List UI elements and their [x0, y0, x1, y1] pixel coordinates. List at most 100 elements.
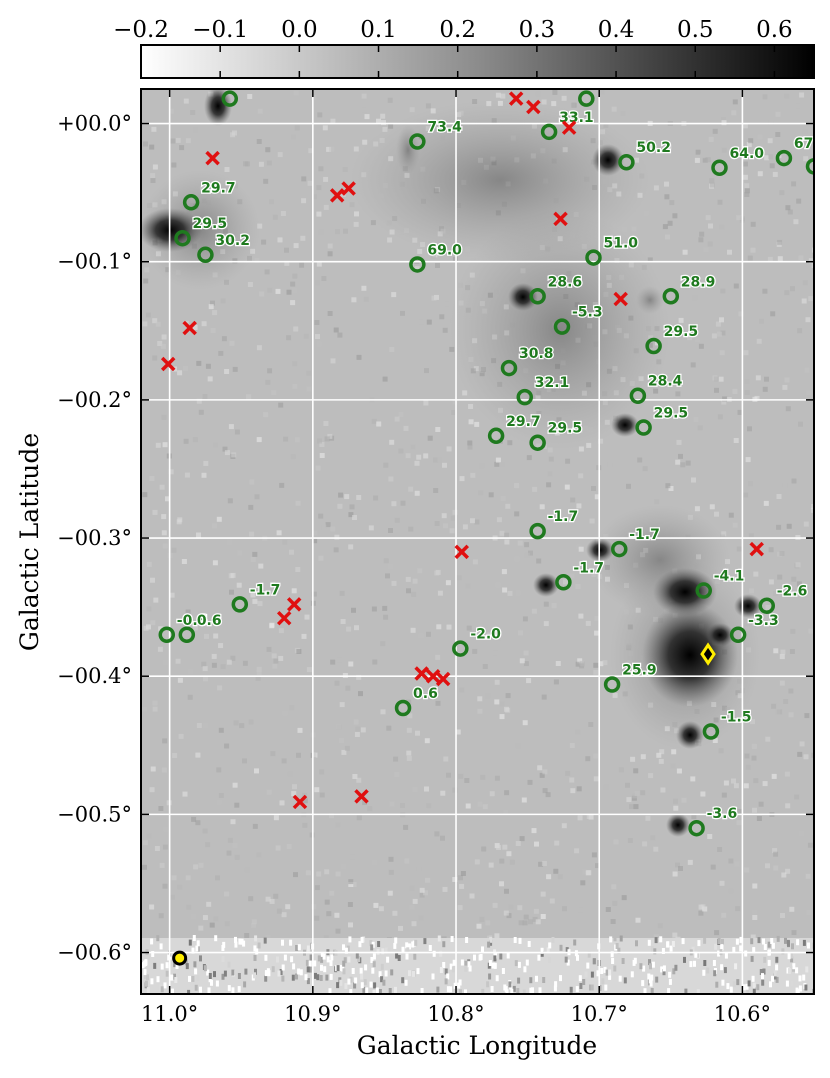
- velocity-circle-marker: [618, 153, 635, 171]
- velocity-label: 21.5: [240, 77, 275, 93]
- velocity-label: 33.1: [559, 110, 594, 126]
- colorbar-tick-label: 0.3: [519, 17, 556, 43]
- velocity-label: 28.4: [648, 374, 683, 390]
- velocity-label: 67.0: [794, 136, 829, 152]
- velocity-circle-marker: [487, 427, 505, 445]
- velocity-label: -2.6: [777, 584, 808, 600]
- velocity-circle-marker: [553, 318, 571, 335]
- velocity-circle-marker: [178, 626, 196, 644]
- cross-marker: [205, 150, 220, 166]
- cross-marker: [613, 291, 628, 307]
- velocity-circle-marker: [688, 819, 705, 837]
- cross-marker: [414, 666, 429, 681]
- velocity-circle-marker: [611, 540, 628, 558]
- colorbar-tick-label: 0.6: [756, 17, 793, 43]
- velocity-label: 73.4: [427, 120, 462, 136]
- velocity-label: -4.1: [714, 569, 745, 585]
- sky-image: 21.533.137.673.450.2 64.067.029.729.530.2…: [141, 77, 829, 994]
- cross-marker: [749, 541, 764, 557]
- cross-marker: [276, 610, 292, 626]
- velocity-label: 29.5: [654, 406, 689, 422]
- colorbar-tick-label: 0.4: [598, 17, 635, 43]
- velocity-circle-marker: [500, 359, 518, 377]
- cross-marker: [292, 794, 308, 810]
- x-tick-label: 10.6°: [714, 1002, 771, 1026]
- velocity-circle-marker: [182, 194, 200, 211]
- cross-marker: [354, 789, 369, 804]
- x-tick-label: 10.8°: [427, 1002, 484, 1026]
- velocity-circle-marker: [662, 288, 680, 305]
- y-tick-label: −00.2°: [57, 388, 132, 412]
- velocity-label: -1.7: [548, 509, 579, 525]
- cross-marker: [329, 188, 345, 203]
- velocity-label: 37.6: [596, 77, 631, 93]
- cross-marker: [341, 181, 356, 196]
- velocity-circle-marker: [635, 419, 652, 436]
- colorbar: −0.2 −0.1 0.0 0.1 0.2 0.3 0.4 0.5 0.6: [113, 17, 815, 79]
- y-axis-label: Galactic Latitude: [15, 433, 44, 651]
- colorbar-gradient: [140, 44, 815, 79]
- y-tick-label: −00.4°: [57, 664, 132, 688]
- velocity-label: 0.6: [197, 613, 222, 629]
- velocity-label: 28.6: [548, 274, 583, 290]
- velocity-circle-marker: [409, 133, 426, 150]
- velocity-label: -1.5: [721, 709, 752, 725]
- velocity-circle-marker: [585, 249, 602, 266]
- noisy-bottom-edge: [141, 938, 814, 994]
- y-tick-label: −00.5°: [57, 802, 132, 826]
- cross-marker: [454, 544, 469, 560]
- velocity-circle-marker: [702, 723, 720, 740]
- cross-marker: [182, 320, 197, 336]
- velocity-circle-marker: [409, 256, 426, 273]
- velocity-circle-marker: [174, 229, 191, 247]
- colorbar-tick-label: 0.2: [439, 17, 476, 43]
- velocity-circle-marker: [529, 434, 546, 451]
- velocity-label: 29.5: [193, 216, 228, 232]
- y-tick-label: +00.0°: [57, 112, 132, 136]
- velocity-circle-marker: [197, 246, 214, 264]
- x-axis-label: Galactic Longitude: [357, 1031, 597, 1060]
- velocity-label: -2.0: [470, 627, 501, 643]
- velocity-circle-marker: [695, 582, 712, 599]
- y-tick-label: −00.3°: [57, 526, 132, 550]
- velocity-label: 69.0: [427, 242, 462, 258]
- axis-ticks: [141, 89, 814, 994]
- velocity-label: -1.7: [573, 560, 604, 576]
- velocity-circle-marker: [711, 159, 728, 177]
- x-tick-label: 10.7°: [571, 1002, 628, 1026]
- colorbar-ticks: [140, 45, 776, 78]
- cross-marker: [508, 91, 524, 106]
- velocity-label: 0.6: [413, 686, 438, 702]
- velocity-label: 29.5: [664, 324, 699, 340]
- velocity-circle-marker: [529, 522, 546, 540]
- colorbar-tick-label: 0.1: [360, 17, 397, 43]
- colorbar-tick-labels: −0.2 −0.1 0.0 0.1 0.2 0.3 0.4 0.5 0.6: [113, 17, 793, 43]
- cross-marker: [553, 211, 568, 227]
- velocity-label: 28.9: [681, 274, 716, 290]
- velocity-label: 25.9: [622, 663, 657, 679]
- velocity-label: -1.7: [250, 582, 281, 598]
- velocity-label: 29.7: [506, 414, 541, 430]
- y-tick-label: −00.6°: [57, 941, 132, 965]
- velocity-label: 29.5: [548, 421, 583, 437]
- x-tick-label: 11.0°: [141, 1002, 198, 1026]
- velocity-label: 30.2: [215, 233, 250, 249]
- beam-marker: [172, 950, 188, 966]
- velocity-label: -3.3: [748, 613, 779, 629]
- velocity-circle-marker: [645, 337, 662, 355]
- velocity-circle-marker: [775, 149, 793, 167]
- velocity-circle-marker: [629, 387, 647, 404]
- velocity-circle-marker: [452, 640, 469, 657]
- y-tick-label: −00.1°: [57, 250, 132, 274]
- plot-frame: [140, 88, 815, 995]
- velocity-circle-marker: [729, 626, 747, 644]
- velocity-label: 30.8: [519, 346, 554, 362]
- x-tick-label: 10.9°: [284, 1002, 341, 1026]
- velocity-circle-marker: [516, 388, 534, 406]
- colorbar-tick-label: −0.1: [192, 17, 248, 43]
- velocity-label: 64.0: [729, 146, 764, 162]
- velocity-circle-marker: [540, 123, 558, 141]
- velocity-label: -0.6: [177, 613, 208, 629]
- velocity-circle-marker: [231, 596, 249, 613]
- colorbar-tick-label: −0.2: [113, 17, 169, 43]
